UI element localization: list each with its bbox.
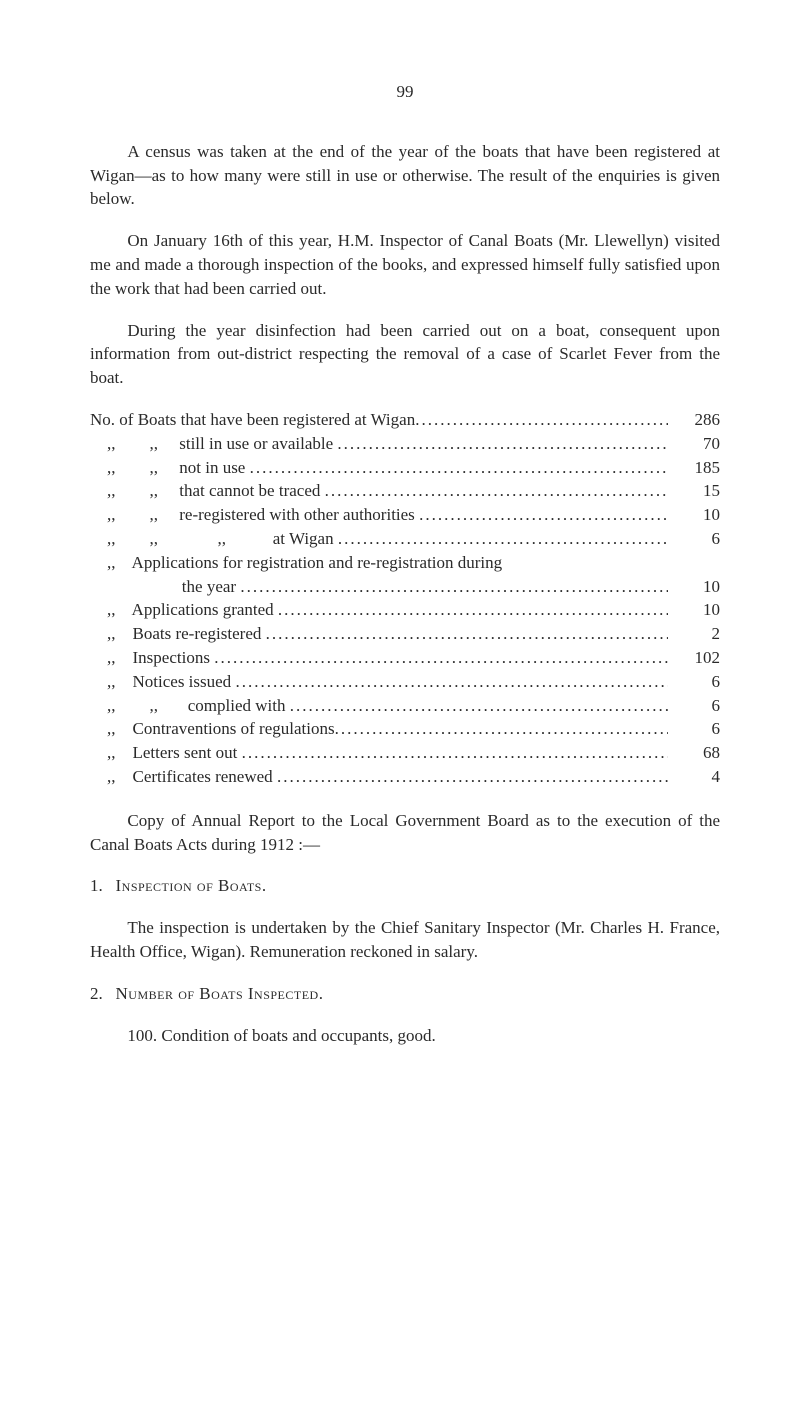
stat-label: ,, Contraventions of regulations <box>90 717 335 741</box>
leader-dots <box>277 765 668 789</box>
paragraph-disinfection: During the year disinfection had been ca… <box>90 319 720 390</box>
stat-value: 68 <box>668 741 720 765</box>
stat-value: 10 <box>668 598 720 622</box>
stat-label: ,, ,, not in use <box>90 456 250 480</box>
section-1-number: 1. <box>90 876 103 895</box>
stat-label: No. of Boats that have been registered a… <box>90 408 415 432</box>
leader-dots <box>419 503 668 527</box>
leader-dots <box>337 432 668 456</box>
stat-value: 6 <box>668 670 720 694</box>
stat-value: 6 <box>668 527 720 551</box>
stat-row: ,, ,, complied with 6 <box>90 694 720 718</box>
stat-label: ,, Notices issued <box>90 670 235 694</box>
stat-row: ,, ,, ,, at Wigan 6 <box>90 527 720 551</box>
leader-dots <box>240 575 668 599</box>
stat-value: 10 <box>668 575 720 599</box>
stat-label: ,, ,, complied with <box>90 694 290 718</box>
stat-label: the year <box>182 575 241 599</box>
paragraph-census: A census was taken at the end of the yea… <box>90 140 720 211</box>
leader-dots <box>250 456 668 480</box>
leader-dots <box>335 717 668 741</box>
section-2-heading: 2. Number of Boats Inspected. <box>90 982 720 1006</box>
stat-label: ,, ,, ,, at Wigan <box>90 527 338 551</box>
stat-row: No. of Boats that have been registered a… <box>90 408 720 432</box>
stat-label: ,, Certificates renewed <box>90 765 277 789</box>
stat-value: 70 <box>668 432 720 456</box>
statistics-list: No. of Boats that have been registered a… <box>90 408 720 789</box>
stat-label: ,, ,, still in use or available <box>90 432 337 456</box>
stat-label: ,, Applications for registration and re-… <box>90 551 502 575</box>
stat-label: ,, Inspections <box>90 646 214 670</box>
stat-value: 185 <box>668 456 720 480</box>
leader-dots <box>278 598 668 622</box>
paragraph-inspector-visit: On January 16th of this year, H.M. Inspe… <box>90 229 720 300</box>
paragraph-copy-report: Copy of Annual Report to the Local Gover… <box>90 809 720 857</box>
stat-row: the year 10 <box>182 575 720 599</box>
stat-row: ,, ,, that cannot be traced 15 <box>90 479 720 503</box>
leader-dots <box>214 646 668 670</box>
stat-row: ,, ,, not in use 185 <box>90 456 720 480</box>
stat-label: ,, ,, re-registered with other authoriti… <box>90 503 419 527</box>
leader-dots <box>338 527 668 551</box>
stat-row: ,, Applications for registration and re-… <box>90 551 720 575</box>
stat-value: 10 <box>668 503 720 527</box>
section-2-number: 2. <box>90 984 103 1003</box>
stat-row: ,, Certificates renewed 4 <box>90 765 720 789</box>
stat-label: ,, Applications granted <box>90 598 278 622</box>
stat-row: ,, Notices issued 6 <box>90 670 720 694</box>
leader-dots <box>415 408 668 432</box>
stat-value: 286 <box>668 408 720 432</box>
stat-row: ,, Boats re-registered 2 <box>90 622 720 646</box>
stat-row: ,, ,, still in use or available 70 <box>90 432 720 456</box>
paragraph-inspection-body: The inspection is undertaken by the Chie… <box>90 916 720 964</box>
stat-value: 15 <box>668 479 720 503</box>
stat-value: 6 <box>668 717 720 741</box>
leader-dots <box>266 622 668 646</box>
leader-dots <box>242 741 668 765</box>
section-2-title: Number of Boats Inspected. <box>116 984 324 1003</box>
leader-dots <box>235 670 668 694</box>
stat-label: ,, ,, that cannot be traced <box>90 479 325 503</box>
paragraph-condition: 100. Condition of boats and occupants, g… <box>90 1024 720 1048</box>
stat-value: 2 <box>668 622 720 646</box>
page-number: 99 <box>90 80 720 104</box>
stat-row: ,, Contraventions of regulations 6 <box>90 717 720 741</box>
stat-value: 102 <box>668 646 720 670</box>
stat-value: 6 <box>668 694 720 718</box>
leader-dots <box>325 479 668 503</box>
stat-row: ,, Applications granted 10 <box>90 598 720 622</box>
stat-label: ,, Letters sent out <box>90 741 242 765</box>
stat-row: ,, Inspections 102 <box>90 646 720 670</box>
stat-row: ,, Letters sent out 68 <box>90 741 720 765</box>
section-1-heading: 1. Inspection of Boats. <box>90 874 720 898</box>
section-1-title: Inspection of Boats. <box>116 876 267 895</box>
stat-label: ,, Boats re-registered <box>90 622 266 646</box>
leader-dots <box>290 694 668 718</box>
stat-value: 4 <box>668 765 720 789</box>
stat-row: ,, ,, re-registered with other authoriti… <box>90 503 720 527</box>
